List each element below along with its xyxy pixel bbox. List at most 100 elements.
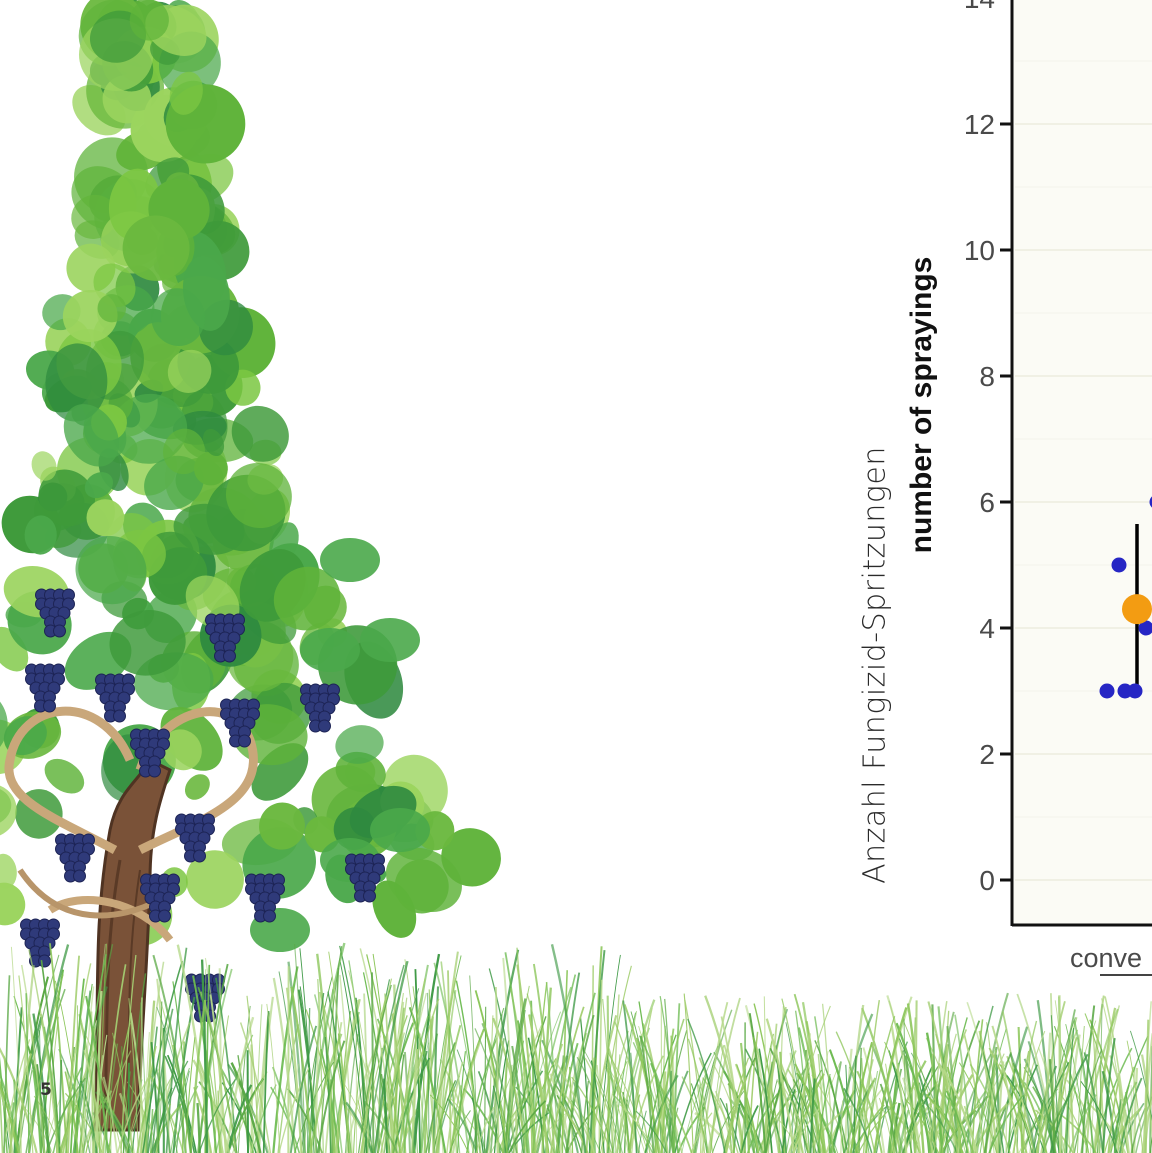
grass-blade (659, 1085, 693, 1153)
grass-blade (701, 1001, 729, 1153)
grass-blade (828, 1076, 845, 1153)
grape (363, 889, 376, 903)
grass-blade (127, 973, 147, 1153)
leaf (394, 859, 449, 914)
grass-blade (1113, 1085, 1130, 1153)
grass-blade (1027, 1040, 1055, 1153)
grass-blade (517, 1083, 529, 1153)
grass-blade (505, 985, 530, 1153)
grass-blade (690, 1112, 713, 1153)
leaf (360, 618, 420, 662)
grass-blade (792, 1079, 820, 1153)
y-axis-label-german: Anzahl Fungizid-Spritzungen (857, 446, 893, 884)
grass-blade (849, 1077, 877, 1153)
grass-blade (446, 1061, 464, 1153)
grass-blade (1101, 998, 1129, 1153)
grass-blade (1107, 1080, 1120, 1153)
grass-blade (781, 998, 809, 1153)
grass-blade (763, 996, 767, 1153)
grass-blade (3, 975, 11, 1153)
grass-blade (494, 986, 500, 1153)
grass-blade (120, 954, 137, 1153)
grass-blade (1013, 1050, 1030, 1153)
grape-cluster (205, 613, 245, 663)
leaf (300, 628, 360, 672)
grass-blade (198, 1079, 237, 1153)
grass-blade (62, 963, 92, 1153)
grass-blade (237, 1005, 251, 1153)
grass-blade (1073, 1020, 1095, 1153)
grass-blade (699, 1077, 704, 1153)
grape (113, 709, 126, 723)
grass-blade (988, 1094, 1025, 1153)
grass-blade (75, 983, 93, 1153)
grass-blade (914, 1101, 934, 1153)
grass-blade (580, 1080, 590, 1153)
grass-blade (1044, 1032, 1052, 1153)
grass-blade (451, 1041, 481, 1153)
grape-cluster (25, 663, 65, 713)
grass-blade (457, 1051, 466, 1153)
grass-blade (602, 998, 614, 1153)
grape-cluster (20, 918, 60, 968)
grape-cluster (345, 853, 385, 903)
grass-blade (809, 1078, 816, 1153)
grass-blade (102, 1076, 119, 1153)
grape (318, 719, 331, 733)
grass-blade (474, 990, 509, 1153)
grass-blade (1077, 1025, 1085, 1153)
grass-blade (814, 1040, 849, 1153)
grass-blade (588, 949, 606, 1153)
leaf (0, 853, 17, 889)
grass-blade (553, 1059, 596, 1153)
leaf (185, 850, 244, 909)
grass-blade (139, 997, 143, 1153)
grape (148, 764, 161, 778)
grass-blade (8, 1053, 33, 1153)
grass-blade (404, 959, 426, 1153)
grass-blade (469, 975, 478, 1153)
grass-blade (54, 980, 84, 1153)
leaf (167, 349, 212, 393)
grass-blade (398, 978, 426, 1153)
grass-blade (352, 1054, 362, 1153)
leaf (75, 536, 147, 605)
grass-blade (600, 1061, 628, 1153)
leaf (44, 758, 85, 794)
grass-blade (906, 1003, 925, 1153)
grass-blade (930, 1000, 948, 1153)
grass-blade (864, 1015, 896, 1153)
grass-blade (456, 1049, 486, 1153)
grass-blade (0, 1082, 14, 1153)
grass-blade (789, 1005, 831, 1153)
grass-blade (0, 1071, 21, 1153)
leaf (231, 405, 289, 462)
grass-blade (977, 1063, 996, 1153)
grass-blade (545, 981, 559, 1153)
grass-blade (45, 1099, 61, 1153)
grass-blade (266, 1003, 281, 1153)
grass-blade (835, 1031, 876, 1153)
grass-blade (157, 1001, 163, 1153)
grass-blade (534, 1043, 564, 1153)
grass-blade (561, 970, 568, 1153)
leaf (169, 71, 203, 115)
grass-blade (200, 959, 209, 1153)
grass-blade (501, 1058, 509, 1153)
grass-blade (328, 951, 351, 1153)
grass-blade (615, 1101, 629, 1153)
grass-blade (152, 1060, 189, 1153)
grass-blade (437, 989, 457, 1153)
grape-clusters (20, 588, 385, 1023)
grass-blade (324, 1036, 332, 1153)
grass-blade (366, 964, 405, 1153)
leaf (225, 462, 292, 529)
grass-blade (736, 1064, 760, 1153)
grass-blade (565, 1014, 595, 1153)
grass-blade (635, 1110, 668, 1153)
grass-blade (43, 1026, 60, 1153)
grass-blade (309, 1033, 343, 1153)
leaf (273, 566, 341, 631)
grass-blade (318, 946, 343, 1153)
grass-blade (196, 1103, 201, 1153)
